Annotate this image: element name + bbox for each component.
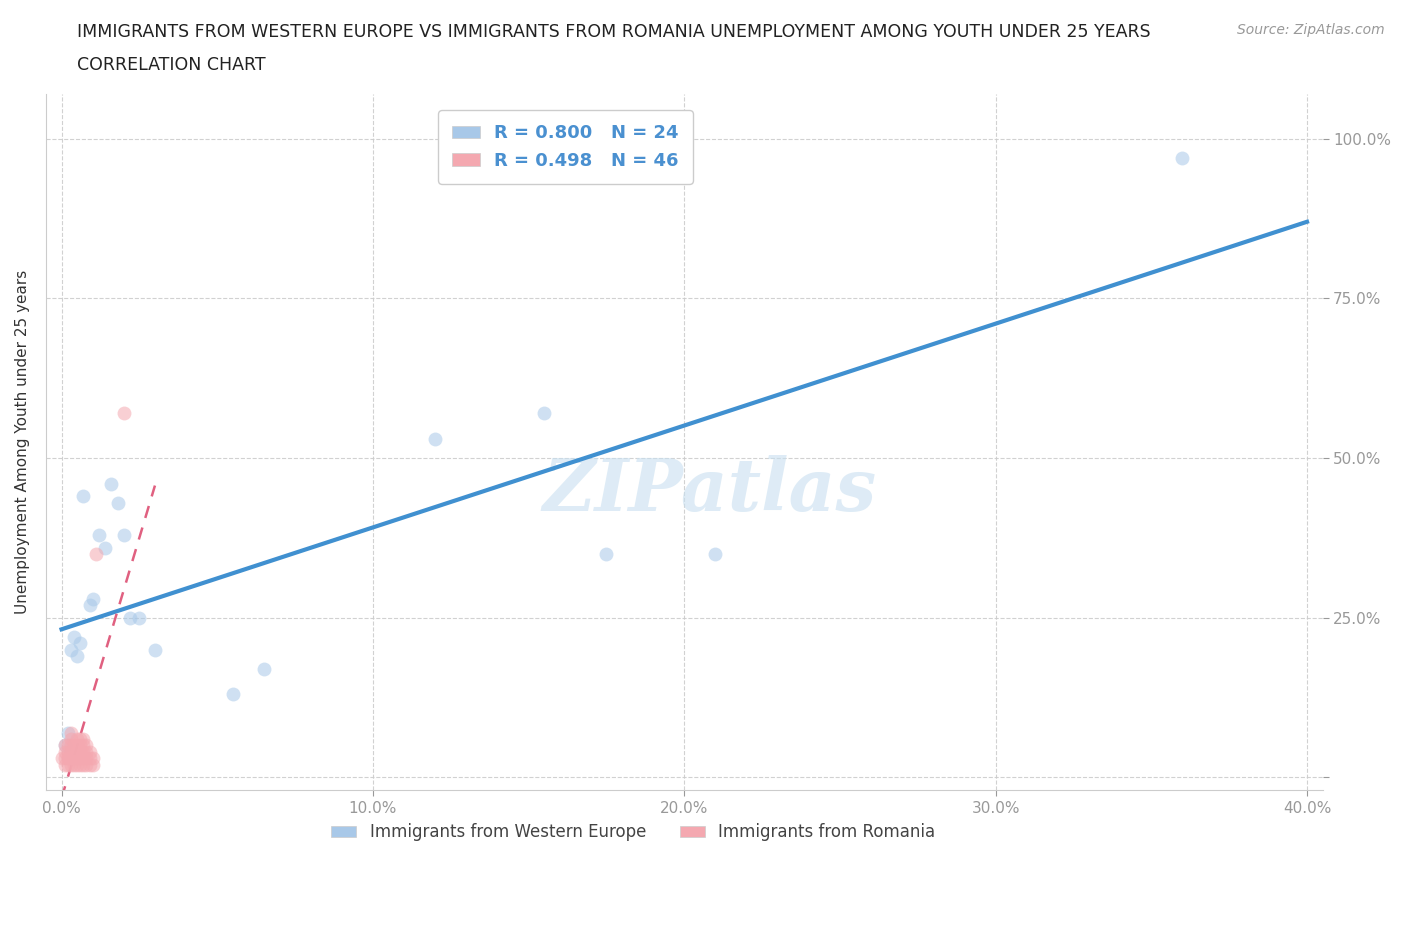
Point (63, 751, 86, 765)
Point (87, 527, 110, 542)
Point (533, 406, 555, 421)
Point (66, 738, 89, 753)
Point (72, 732, 94, 747)
Point (100, 476, 122, 491)
Point (425, 432, 447, 446)
Point (69, 744, 91, 759)
Point (79, 751, 101, 765)
Text: IMMIGRANTS FROM WESTERN EUROPE VS IMMIGRANTS FROM ROMANIA UNEMPLOYMENT AMONG YOU: IMMIGRANTS FROM WESTERN EUROPE VS IMMIGR… (77, 23, 1152, 41)
Point (63, 744, 86, 759)
Point (79, 744, 101, 759)
Point (75, 738, 97, 753)
Point (69, 757, 91, 772)
Point (66, 648, 89, 663)
Point (69, 738, 91, 753)
Point (94, 540, 117, 555)
Point (84, 547, 107, 562)
Point (112, 527, 135, 542)
Point (75, 744, 97, 759)
Point (72, 738, 94, 753)
Point (1171, 151, 1194, 166)
Text: ZIPatlas: ZIPatlas (543, 456, 877, 526)
Point (59, 757, 82, 772)
Point (118, 610, 141, 625)
Point (143, 643, 166, 658)
Point (82, 757, 104, 772)
Point (56, 725, 79, 740)
Point (53, 738, 76, 753)
Point (53, 757, 76, 772)
Legend: Immigrants from Western Europe, Immigrants from Romania: Immigrants from Western Europe, Immigran… (325, 817, 942, 848)
Point (59, 744, 82, 759)
Point (75, 751, 97, 765)
Point (222, 687, 245, 702)
Point (56, 751, 79, 765)
Point (63, 738, 86, 753)
Point (56, 744, 79, 759)
Point (79, 598, 101, 613)
Point (595, 547, 617, 562)
Point (79, 757, 101, 772)
Point (72, 757, 94, 772)
Point (63, 757, 86, 772)
Point (53, 751, 76, 765)
Point (253, 661, 276, 676)
Point (56, 751, 79, 765)
Point (59, 732, 82, 747)
Point (72, 744, 94, 759)
Point (63, 630, 86, 644)
Text: CORRELATION CHART: CORRELATION CHART (77, 56, 266, 73)
Point (59, 751, 82, 765)
Point (66, 732, 89, 747)
Point (704, 547, 727, 562)
Point (56, 738, 79, 753)
Point (107, 496, 129, 511)
Text: Source: ZipAtlas.com: Source: ZipAtlas.com (1237, 23, 1385, 37)
Point (66, 744, 89, 759)
Point (53, 738, 76, 753)
Point (59, 643, 82, 658)
Point (112, 406, 135, 421)
Point (51, 751, 73, 765)
Point (69, 636, 91, 651)
Point (66, 757, 89, 772)
Point (72, 751, 94, 765)
Point (59, 725, 82, 740)
Point (72, 489, 94, 504)
Point (56, 757, 79, 772)
Y-axis label: Unemployment Among Youth under 25 years: Unemployment Among Youth under 25 years (15, 270, 30, 614)
Point (53, 744, 76, 759)
Point (59, 738, 82, 753)
Point (75, 757, 97, 772)
Point (82, 591, 104, 606)
Point (66, 751, 89, 765)
Point (69, 732, 91, 747)
Point (82, 751, 104, 765)
Point (69, 751, 91, 765)
Point (128, 610, 150, 625)
